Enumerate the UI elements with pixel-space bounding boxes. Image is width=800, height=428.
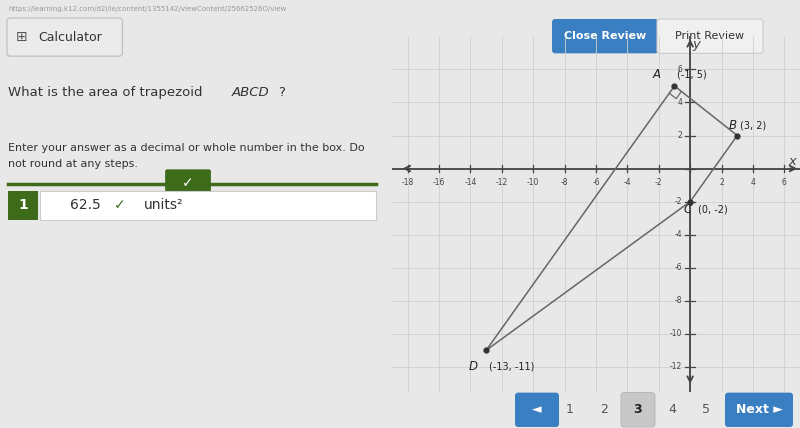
FancyBboxPatch shape <box>40 190 376 220</box>
Text: Next ►: Next ► <box>735 403 782 416</box>
Text: Print Review: Print Review <box>675 31 745 41</box>
Text: ?: ? <box>278 86 286 98</box>
FancyBboxPatch shape <box>515 392 559 427</box>
Text: 1: 1 <box>18 198 28 212</box>
Text: -8: -8 <box>675 296 682 305</box>
Text: 4: 4 <box>750 178 755 187</box>
Text: 4: 4 <box>668 403 676 416</box>
Text: -16: -16 <box>433 178 446 187</box>
Text: -2: -2 <box>675 197 682 206</box>
Text: -2: -2 <box>655 178 662 187</box>
Text: 1: 1 <box>566 403 574 416</box>
Text: 2: 2 <box>678 131 682 140</box>
FancyBboxPatch shape <box>7 18 122 56</box>
Text: ◄: ◄ <box>532 403 542 416</box>
Text: (3, 2): (3, 2) <box>740 121 766 131</box>
Text: y: y <box>693 38 700 51</box>
FancyBboxPatch shape <box>725 392 793 427</box>
Text: 6: 6 <box>678 65 682 74</box>
Text: ⊞: ⊞ <box>16 30 28 44</box>
FancyBboxPatch shape <box>8 190 38 220</box>
Text: 4: 4 <box>678 98 682 107</box>
Text: https://learning.k12.com/d2l/le/content/1355142/viewContent/25662526O/view: https://learning.k12.com/d2l/le/content/… <box>8 6 286 12</box>
Text: 2: 2 <box>719 178 724 187</box>
Text: 3: 3 <box>634 403 642 416</box>
Text: -10: -10 <box>670 329 682 338</box>
Text: -6: -6 <box>674 263 682 272</box>
Text: -12: -12 <box>496 178 508 187</box>
Text: units²: units² <box>144 198 184 212</box>
Text: -10: -10 <box>527 178 539 187</box>
Text: Close Review: Close Review <box>564 31 646 41</box>
FancyBboxPatch shape <box>165 169 211 197</box>
Text: $\mathit{B}$: $\mathit{B}$ <box>728 119 738 132</box>
Text: -6: -6 <box>592 178 600 187</box>
Text: 5: 5 <box>702 403 710 416</box>
Text: $\mathit{C}$: $\mathit{C}$ <box>683 203 694 217</box>
Text: ✓: ✓ <box>114 198 126 212</box>
Text: ✓: ✓ <box>182 176 194 190</box>
Text: x: x <box>788 155 796 168</box>
Text: (0, -2): (0, -2) <box>698 205 728 215</box>
Text: 62.5: 62.5 <box>70 198 100 212</box>
Text: Enter your answer as a decimal or whole number in the box. Do: Enter your answer as a decimal or whole … <box>8 143 365 153</box>
FancyBboxPatch shape <box>657 19 763 54</box>
Text: (-1, 5): (-1, 5) <box>677 69 706 79</box>
Text: What is the area of trapezoid: What is the area of trapezoid <box>8 86 206 98</box>
Text: 2: 2 <box>600 403 608 416</box>
Text: 6: 6 <box>782 178 786 187</box>
Text: -18: -18 <box>402 178 414 187</box>
Text: -4: -4 <box>623 178 631 187</box>
FancyBboxPatch shape <box>621 392 655 427</box>
Text: Calculator: Calculator <box>38 30 102 44</box>
Text: not round at any steps.: not round at any steps. <box>8 159 138 169</box>
Text: -12: -12 <box>670 363 682 372</box>
Text: (-13, -11): (-13, -11) <box>490 362 534 372</box>
FancyBboxPatch shape <box>552 19 658 54</box>
Text: -14: -14 <box>464 178 477 187</box>
Text: $\mathit{D}$: $\mathit{D}$ <box>468 360 478 373</box>
Text: -8: -8 <box>561 178 568 187</box>
Text: ABCD: ABCD <box>232 86 270 98</box>
Text: -4: -4 <box>674 230 682 239</box>
Text: $\mathit{A}$: $\mathit{A}$ <box>652 68 662 81</box>
